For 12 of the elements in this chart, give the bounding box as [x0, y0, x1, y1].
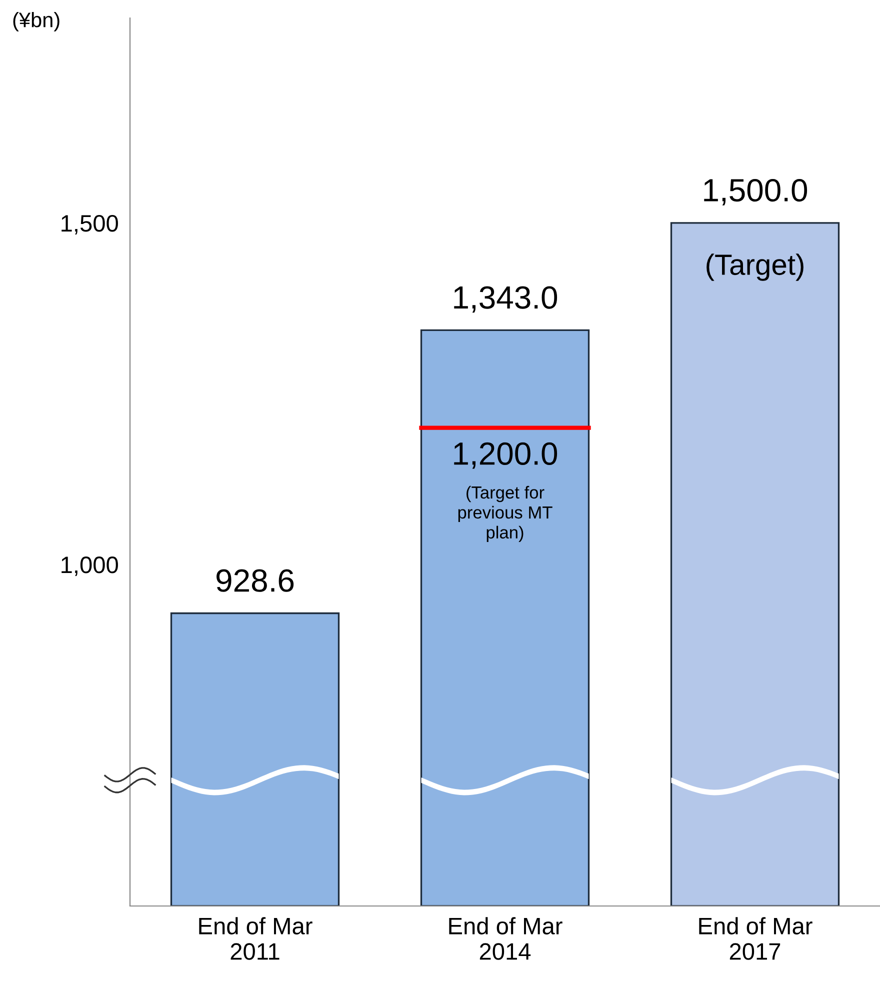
y-tick-label: 1,000 [62, 556, 118, 576]
data-label: 928.6 [216, 569, 294, 592]
y-axis-title: (¥bn) [13, 12, 60, 32]
annotation: (Target) [706, 254, 804, 281]
x-tick-label: End of Mar 2014 [449, 917, 562, 960]
data-label: 1,343.0 [454, 286, 558, 313]
x-tick-label: End of Mar 2017 [699, 917, 812, 960]
x-tick-label: End of Mar 2011 [199, 917, 312, 960]
ref-line-label: 1,200.0 [454, 442, 558, 469]
annotation: (Target for previous MT plan) [458, 486, 552, 542]
data-label: 1,500.0 [704, 178, 808, 206]
y-tick-label: 1,500 [62, 214, 118, 234]
